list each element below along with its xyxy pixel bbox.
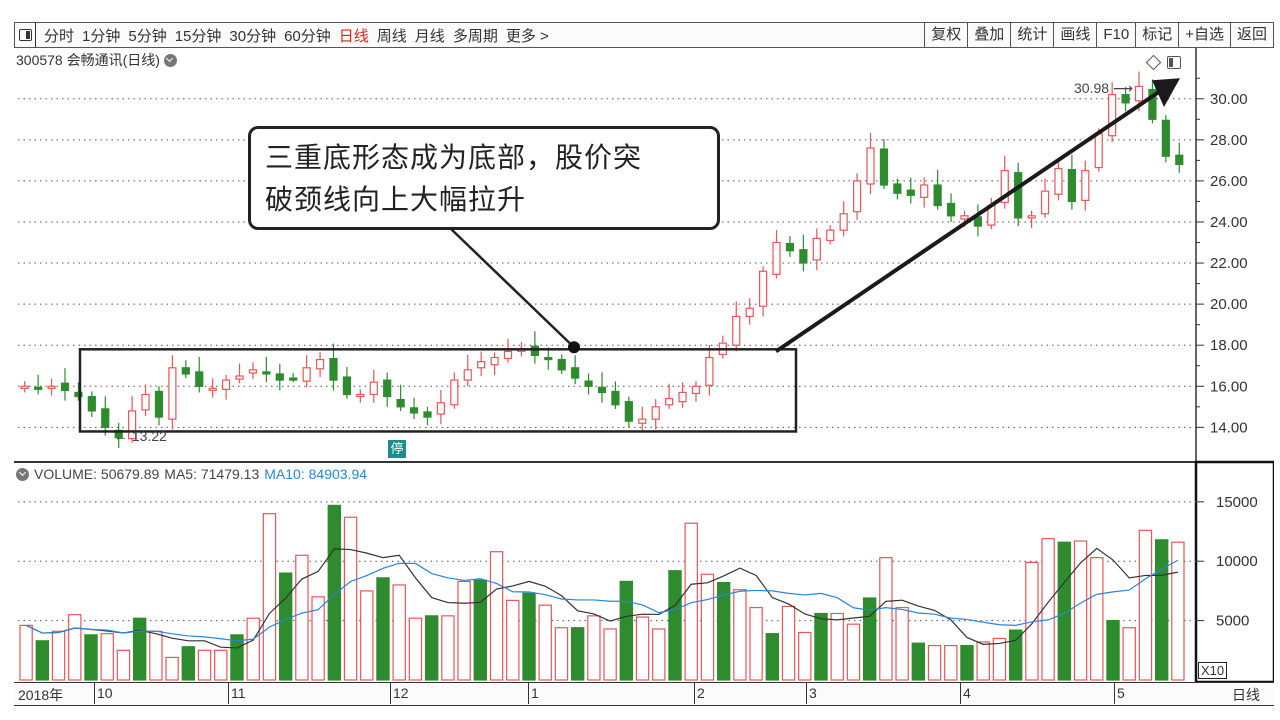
svg-text:14.00: 14.00 bbox=[1210, 419, 1248, 436]
period-tab-30min[interactable]: 30分钟 bbox=[229, 27, 277, 45]
x-axis-tick bbox=[960, 683, 961, 704]
svg-text:10000: 10000 bbox=[1216, 553, 1258, 570]
low-price-value: 13.22 bbox=[131, 428, 167, 444]
callout-line-1: 三重底形态成为底部，股价突 bbox=[265, 141, 643, 174]
period-tab-5min[interactable]: 5分钟 bbox=[128, 27, 167, 45]
svg-text:30.00: 30.00 bbox=[1210, 91, 1248, 108]
statistics-button[interactable]: 统计 bbox=[1010, 23, 1054, 47]
toolbar: 分时 1分钟 5分钟 15分钟 30分钟 60分钟 日线 周线 月线 多周期 更… bbox=[14, 22, 1274, 48]
svg-text:20.00: 20.00 bbox=[1210, 296, 1248, 313]
x-axis-month-label: 4 bbox=[963, 685, 971, 701]
x-axis-month-label: 10 bbox=[97, 685, 113, 701]
mark-button[interactable]: 标记 bbox=[1135, 23, 1179, 47]
period-tab-monthly[interactable]: 月线 bbox=[414, 27, 445, 45]
high-price-value: 30.98 bbox=[1074, 80, 1110, 96]
diamond-icon[interactable] bbox=[1145, 54, 1162, 71]
svg-text:16.00: 16.00 bbox=[1210, 378, 1248, 395]
chart-canvas[interactable]: 14.00 16.00 18.00 20.00 22.00 24.00 26.00 28.00… bbox=[14, 22, 1274, 706]
chevron-down-icon[interactable] bbox=[16, 467, 29, 481]
volume-ma10: MA10: 84903.94 bbox=[264, 466, 368, 482]
period-tab-multi[interactable]: 多周期 bbox=[452, 27, 498, 45]
x-axis: 2018年 10 11 12 1 2 3 4 5 日线 bbox=[14, 682, 1274, 706]
x-axis-tick bbox=[528, 683, 529, 704]
x-axis-tick bbox=[806, 683, 807, 704]
x-axis-month-label: 5 bbox=[1117, 685, 1125, 701]
x-axis-tick bbox=[390, 683, 391, 704]
panel-layout-icon[interactable] bbox=[1167, 56, 1181, 69]
svg-text:26.00: 26.00 bbox=[1210, 173, 1248, 190]
add-watchlist-button[interactable]: +自选 bbox=[1178, 23, 1230, 47]
svg-text:5000: 5000 bbox=[1216, 613, 1249, 630]
stock-title-text: 300578 会畅通讯(日线) bbox=[16, 52, 160, 68]
annotation-callout: 三重底形态成为底部，股价突 破颈线向上大幅拉升 bbox=[248, 126, 720, 230]
draw-line-button[interactable]: 画线 bbox=[1053, 23, 1097, 47]
period-tab-60min[interactable]: 60分钟 bbox=[284, 27, 331, 45]
chart-window: 分时 1分钟 5分钟 15分钟 30分钟 60分钟 日线 周线 月线 多周期 更… bbox=[14, 22, 1274, 706]
volume-header: VOLUME: 50679.89 MA5: 71479.13 MA10: 849… bbox=[16, 466, 367, 482]
high-price-label: 30.98 ⟶ bbox=[1074, 80, 1134, 96]
x-axis-month-label: 1 bbox=[531, 685, 539, 701]
chart-corner-icons bbox=[1145, 54, 1181, 71]
period-tab-weekly[interactable]: 周线 bbox=[376, 27, 407, 45]
svg-text:18.00: 18.00 bbox=[1210, 337, 1248, 354]
x-axis-tick bbox=[94, 683, 95, 704]
f10-button[interactable]: F10 bbox=[1096, 23, 1136, 47]
panel-toggle-button[interactable] bbox=[15, 23, 36, 47]
callout-line-2: 破颈线向上大幅拉升 bbox=[265, 183, 527, 216]
x-axis-period: 日线 bbox=[1232, 687, 1260, 703]
svg-text:28.00: 28.00 bbox=[1210, 132, 1248, 149]
x-axis-tick bbox=[1114, 683, 1115, 704]
toolbar-actions: 复权 叠加 统计 画线 F10 标记 +自选 返回 bbox=[924, 23, 1273, 47]
volume-ma5: MA5: 71479.13 bbox=[164, 466, 260, 482]
svg-text:22.00: 22.00 bbox=[1210, 255, 1248, 272]
back-button[interactable]: 返回 bbox=[1229, 23, 1273, 47]
svg-text:24.00: 24.00 bbox=[1210, 214, 1248, 231]
adjust-rights-button[interactable]: 复权 bbox=[924, 23, 968, 47]
period-tab-15min[interactable]: 15分钟 bbox=[174, 27, 222, 45]
period-tab-daily[interactable]: 日线 bbox=[338, 27, 369, 45]
x-axis-month-label: 2 bbox=[697, 685, 705, 701]
stock-title: 300578 会畅通讯(日线) bbox=[16, 50, 177, 70]
period-tab-more[interactable]: 更多 > bbox=[505, 27, 549, 45]
chevron-down-icon[interactable] bbox=[163, 53, 177, 67]
x-axis-tick bbox=[694, 683, 695, 704]
x-axis-month-label: 12 bbox=[393, 685, 409, 701]
overlay-button[interactable]: 叠加 bbox=[967, 23, 1011, 47]
volume-multiplier: X10 bbox=[1198, 662, 1228, 679]
x-axis-month-label: 3 bbox=[809, 685, 817, 701]
x-axis-tick bbox=[228, 683, 229, 704]
trading-halt-badge[interactable]: 停 bbox=[388, 440, 406, 458]
x-axis-year: 2018年 bbox=[18, 687, 64, 703]
low-price-label: ← 13.22 bbox=[114, 428, 167, 444]
x-axis-month-label: 11 bbox=[231, 685, 246, 701]
period-tab-1min[interactable]: 1分钟 bbox=[82, 27, 121, 45]
period-tab-timeshare[interactable]: 分时 bbox=[44, 27, 75, 45]
volume-value: VOLUME: 50679.89 bbox=[34, 466, 160, 482]
panel-icon bbox=[18, 29, 32, 41]
svg-text:15000: 15000 bbox=[1216, 494, 1258, 511]
